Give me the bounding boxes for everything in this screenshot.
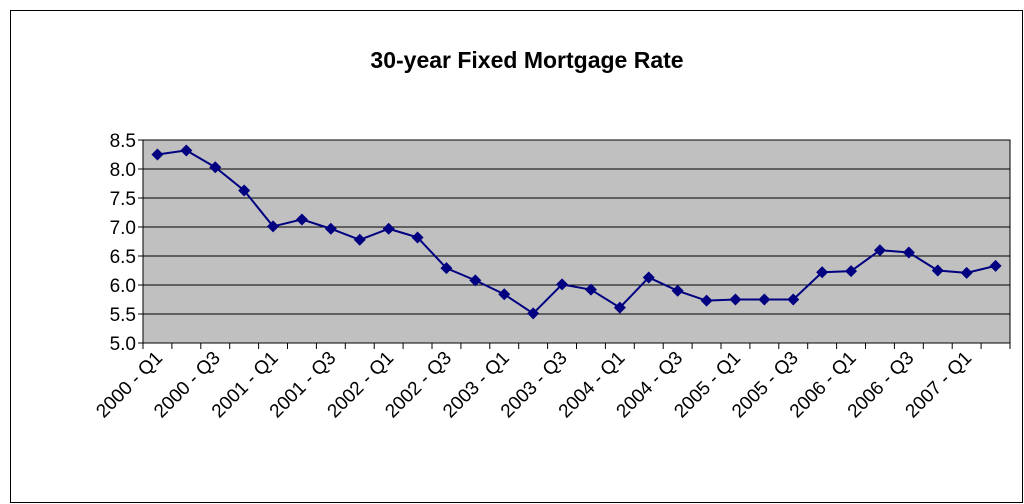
y-tick-label: 8.5 xyxy=(110,131,136,152)
point-marker xyxy=(324,222,337,235)
point-marker xyxy=(960,266,973,279)
point-marker xyxy=(209,161,222,174)
y-tick-label: 7.0 xyxy=(110,218,136,239)
point-marker xyxy=(584,283,597,296)
point-marker xyxy=(613,301,626,314)
chart-title: 30-year Fixed Mortgage Rate xyxy=(370,47,683,73)
point-marker xyxy=(440,262,453,275)
point-marker xyxy=(729,293,742,306)
y-tick-label: 6.0 xyxy=(110,276,136,297)
point-marker xyxy=(151,148,164,161)
point-marker xyxy=(180,144,193,157)
point-marker xyxy=(816,266,829,279)
point-marker xyxy=(642,271,655,284)
point-marker xyxy=(671,284,684,297)
point-marker xyxy=(845,265,858,278)
point-marker xyxy=(873,244,886,257)
point-marker xyxy=(238,184,251,197)
y-tick-label: 8.0 xyxy=(110,160,136,181)
point-marker xyxy=(931,264,944,277)
point-marker xyxy=(556,278,569,291)
point-marker xyxy=(902,246,915,259)
y-tick-label: 7.5 xyxy=(110,189,136,210)
point-marker xyxy=(469,274,482,287)
y-tick-label: 5.0 xyxy=(110,334,136,355)
point-marker xyxy=(382,222,395,235)
point-marker xyxy=(787,293,800,306)
point-marker xyxy=(411,231,424,244)
plot-area xyxy=(143,140,1010,343)
point-marker xyxy=(527,307,540,320)
point-marker xyxy=(498,288,511,301)
point-marker xyxy=(295,213,308,226)
point-marker xyxy=(758,293,771,306)
point-marker xyxy=(267,220,280,233)
point-marker xyxy=(700,294,713,307)
point-marker xyxy=(989,259,1002,272)
y-tick-label: 5.5 xyxy=(110,305,136,326)
point-marker xyxy=(353,233,366,246)
y-tick-label: 6.5 xyxy=(110,247,136,268)
